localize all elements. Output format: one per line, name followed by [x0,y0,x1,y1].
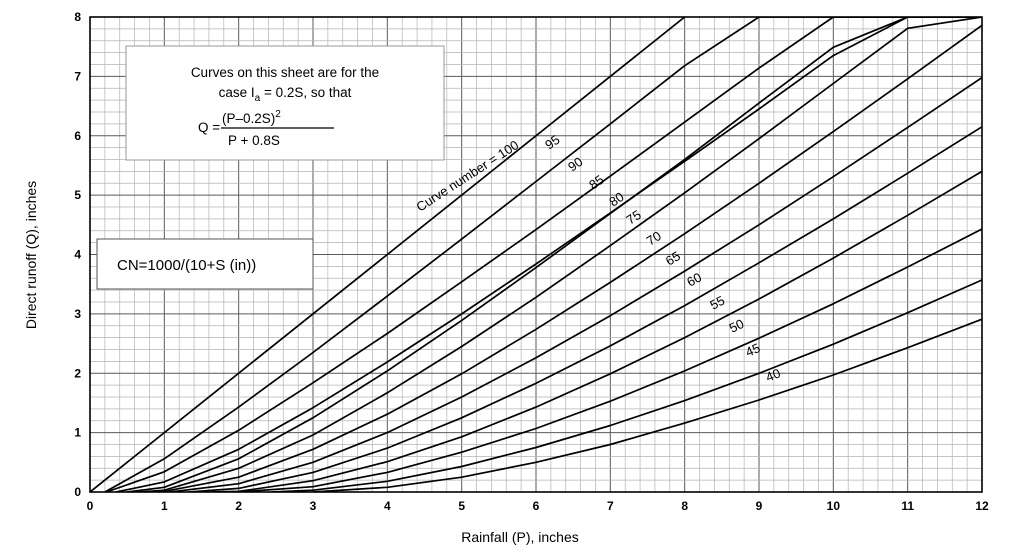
x-tick-label: 5 [458,499,465,513]
x-tick-label: 10 [827,499,841,513]
x-axis-label: Rainfall (P), inches [461,529,579,545]
curve-cn-70 [153,24,982,492]
curve-label-90: 90 [565,154,585,175]
x-tick-label: 8 [681,499,688,513]
box-line2-sub: a [255,93,261,104]
x-tick-label: 4 [384,499,391,513]
curve-cn-65 [170,76,982,492]
cn-formula-box: CN=1000/(10+S (in)) [96,238,314,290]
curve-cn-45 [271,279,982,492]
y-tick-label: 0 [74,485,81,499]
y-tick-label: 7 [74,69,81,83]
equation-box: Curves on this sheet are for the case Ia… [125,45,445,161]
y-axis-label: Direct runoff (Q), inches [23,181,39,329]
curve-cn-95 [104,17,982,492]
curve-label-65: 65 [663,248,683,268]
y-tick-label: 4 [74,248,81,262]
x-tick-label: 0 [87,499,94,513]
formula-denominator: P + 0.8S [228,133,280,148]
curve-labels: Curve number = 100 95 90 85 80 75 70 65 … [413,132,782,385]
curve-cn-75 [139,17,982,492]
curve-label-40: 40 [764,365,783,384]
curve-cn-90 [106,17,982,492]
formula-num-text: (P–0.2S) [222,111,275,126]
curve-label-45: 45 [743,340,762,360]
curve-cn-85 [115,17,982,492]
curve-cn-100 [90,17,686,492]
cn-formula-frame [96,238,314,290]
x-tick-label: 9 [756,499,763,513]
x-tick-label: 6 [533,499,540,513]
curve-cn-40 [312,318,982,492]
y-tick-label: 8 [74,10,81,24]
formula-exponent: 2 [275,109,281,120]
equation-box-line2: case Ia = 0.2S, so that [219,85,352,104]
curve-label-60: 60 [684,269,704,289]
y-tick-label: 6 [74,129,81,143]
y-tick-labels: 0 1 2 3 4 5 6 7 8 [74,10,81,499]
curve-cn-55 [211,170,982,492]
x-tick-label: 3 [310,499,317,513]
y-tick-label: 2 [74,366,81,380]
x-tick-label: 12 [975,499,989,513]
formula-lhs: Q = [198,120,220,135]
x-tick-label: 1 [161,499,168,513]
curve-cn-80 [127,17,982,492]
formula-numerator: (P–0.2S)2 [222,109,281,126]
curve-label-80: 80 [606,189,626,210]
curve-label-50: 50 [727,316,747,336]
x-tick-label: 11 [901,499,914,513]
plot-frame [89,16,983,493]
equation-box-line1: Curves on this sheet are for the [191,65,379,80]
x-tick-label: 7 [607,499,614,513]
curves [90,17,982,492]
curve-label-70: 70 [644,228,664,248]
y-tick-label: 3 [74,307,81,321]
curve-cn-60 [188,126,982,492]
equation-box-frame [125,45,445,161]
cn-formula-text: CN=1000/(10+S (in)) [117,257,256,274]
y-tick-label: 5 [74,188,81,202]
curve-label-75: 75 [623,207,643,227]
y-tick-label: 1 [74,426,81,440]
curve-label-95: 95 [542,132,562,153]
curve-label-55: 55 [707,293,727,313]
box-line2-post: = 0.2S, so that [260,85,351,100]
curve-label-85: 85 [586,172,606,193]
x-tick-labels: 0 1 2 3 4 5 6 7 8 9 10 11 12 [87,499,989,513]
box-line2-pre: case I [219,85,255,100]
curve-cn-50 [238,228,982,492]
x-tick-label: 2 [235,499,242,513]
